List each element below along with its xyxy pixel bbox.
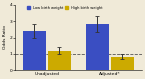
Legend: Low birth weight, High birth weight: Low birth weight, High birth weight — [27, 5, 103, 10]
Bar — [23, 31, 46, 70]
Bar — [86, 24, 109, 70]
Y-axis label: Odds Ratio: Odds Ratio — [3, 26, 8, 49]
Bar — [111, 57, 134, 70]
Bar — [48, 51, 71, 70]
